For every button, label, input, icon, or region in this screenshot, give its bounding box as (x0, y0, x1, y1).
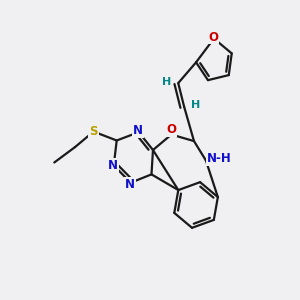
Text: O: O (167, 123, 176, 136)
Text: N: N (133, 124, 143, 137)
Text: H: H (162, 76, 172, 87)
Text: O: O (208, 31, 218, 44)
Text: N: N (108, 159, 118, 172)
Text: S: S (89, 125, 98, 138)
Text: N-H: N-H (207, 152, 232, 165)
Text: N: N (125, 178, 135, 191)
Text: H: H (191, 100, 200, 110)
